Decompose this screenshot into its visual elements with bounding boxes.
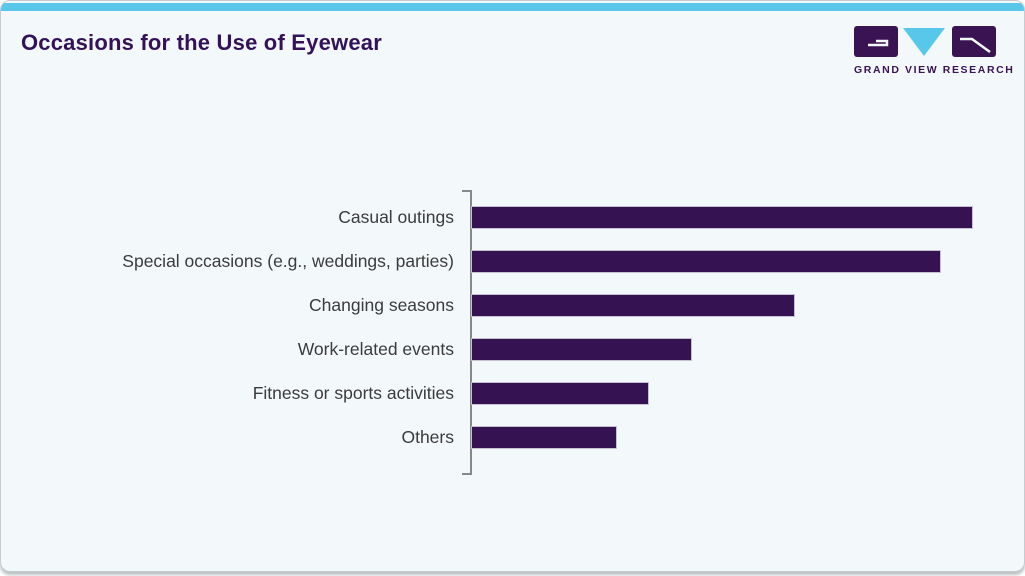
brand-logo: GRAND VIEW RESEARCH [854, 25, 1015, 76]
page-title: Occasions for the Use of Eyewear [21, 30, 382, 55]
brand-logo-text: GRAND VIEW RESEARCH [854, 64, 1015, 76]
category-label: Changing seasons [309, 295, 454, 315]
top-accent-bar [1, 3, 1024, 11]
y-axis-line [470, 190, 472, 475]
bar [471, 338, 692, 361]
brand-logo-marks [854, 26, 996, 57]
chart-row: Fitness or sports activities [1, 382, 1024, 405]
chart-row: Special occasions (e.g., weddings, parti… [1, 250, 1024, 273]
y-axis-top-tick [462, 190, 471, 192]
gvr-v-triangle-icon [903, 28, 945, 56]
category-label: Casual outings [338, 207, 454, 227]
category-label: Work-related events [297, 339, 454, 359]
bar [471, 426, 617, 449]
chart-row: Others [1, 426, 1024, 449]
bar [471, 382, 649, 405]
category-label: Special occasions (e.g., weddings, parti… [122, 251, 454, 271]
chart-row: Work-related events [1, 338, 1024, 361]
gvr-g-block-icon [854, 26, 898, 57]
category-label: Fitness or sports activities [252, 383, 454, 403]
bar [471, 206, 973, 229]
bar [471, 294, 795, 317]
bar [471, 250, 941, 273]
chart-row: Changing seasons [1, 294, 1024, 317]
category-label: Others [401, 427, 454, 447]
y-axis-bottom-tick [462, 473, 471, 475]
chart-row: Casual outings [1, 206, 1024, 229]
gvr-r-block-icon [952, 26, 996, 57]
